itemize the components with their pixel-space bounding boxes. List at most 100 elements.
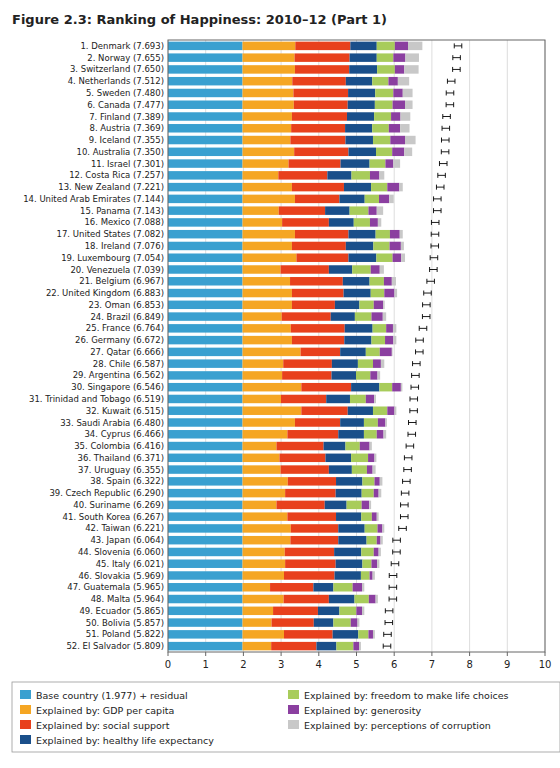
- bar-segment: [340, 418, 364, 426]
- bar-segment: [243, 512, 288, 520]
- bar-segment: [168, 195, 243, 203]
- bar-segment: [168, 630, 243, 638]
- tick-label: 1: [203, 659, 209, 670]
- category-label: 25. France (6.764): [86, 323, 164, 333]
- bar-segment: [370, 171, 379, 179]
- bar-segment: [401, 242, 404, 250]
- category-label: 29. Argentina (6.562): [73, 370, 164, 380]
- error-bar: [401, 491, 409, 496]
- tick-mark: [281, 652, 282, 656]
- bar-segment: [295, 65, 349, 73]
- bar-segment: [292, 183, 344, 191]
- bar-segment: [401, 253, 405, 261]
- bar-segment: [294, 148, 348, 156]
- category-label: 18. Ireland (7.076): [85, 241, 164, 251]
- bar-segment: [372, 512, 377, 520]
- error-bar: [404, 467, 412, 472]
- bar-segment: [356, 371, 370, 379]
- bar-segment: [168, 465, 243, 473]
- category-label: 37. Uruguay (6.355): [78, 465, 164, 475]
- bar-segment: [243, 336, 292, 344]
- bar-segment: [329, 595, 355, 603]
- error-bar: [406, 444, 414, 449]
- bar-segment: [243, 253, 297, 261]
- category-label: 8. Austria (7.369): [89, 123, 164, 133]
- bar-segment: [354, 218, 370, 226]
- bar-segment: [325, 501, 347, 509]
- bar-segment: [168, 642, 243, 650]
- series: [351, 42, 408, 651]
- bar-segment: [346, 77, 372, 85]
- category-label: 36. Thailand (6.371): [78, 453, 164, 463]
- bar-segment: [168, 171, 243, 179]
- bar-segment: [350, 53, 377, 61]
- bar-segment: [371, 183, 387, 191]
- series: [168, 42, 243, 651]
- tick-mark: [205, 652, 206, 656]
- bar-segment: [243, 136, 291, 144]
- tick-label: 6: [391, 659, 397, 670]
- bar-segment: [350, 42, 376, 50]
- bar-segment: [345, 124, 372, 132]
- bar-segment: [243, 301, 292, 309]
- bar-segment: [346, 242, 374, 250]
- bar-segment: [379, 489, 382, 497]
- bar-segment: [168, 536, 243, 544]
- bar-segment: [290, 136, 345, 144]
- series: [358, 42, 423, 651]
- bar-segment: [243, 430, 288, 438]
- category-label: 43. Japan (6.064): [90, 535, 164, 545]
- bar-segment: [400, 124, 409, 132]
- bar-segment: [392, 383, 401, 391]
- grid-line: [507, 40, 508, 652]
- bar-segment: [353, 642, 359, 650]
- bar-segment: [374, 477, 379, 485]
- error-bar: [431, 243, 439, 248]
- bar-segment: [383, 312, 386, 320]
- bar-segment: [362, 489, 374, 497]
- category-label: 22. United Kingdom (6.883): [46, 288, 164, 298]
- bar-segment: [373, 359, 381, 367]
- bar-segment: [243, 171, 279, 179]
- bar-segment: [243, 289, 292, 297]
- bar-segment: [243, 359, 284, 367]
- category-label: 1. Denmark (7.693): [80, 41, 164, 51]
- category-label: 19. Luxembourg (7.054): [61, 253, 164, 263]
- bar-segment: [168, 595, 243, 603]
- bar-segment: [352, 265, 370, 273]
- bar-segment: [384, 277, 392, 285]
- bar-segment: [294, 100, 348, 108]
- bar-segment: [349, 65, 377, 73]
- y-axis: 1. Denmark (7.693)2. Norway (7.655)3. Sw…: [23, 41, 164, 651]
- bar-segment: [243, 112, 292, 120]
- bar-segment: [292, 289, 344, 297]
- category-label: 46. Slovakia (5.969): [78, 571, 164, 581]
- bar-segment: [370, 277, 384, 285]
- bar-segment: [348, 406, 373, 414]
- error-bar: [410, 408, 418, 413]
- legend-swatch: [20, 705, 31, 714]
- error-bar: [393, 538, 401, 543]
- bar-segment: [379, 195, 389, 203]
- bar-segment: [285, 548, 334, 556]
- bar-segment: [301, 383, 351, 391]
- error-bar: [409, 420, 417, 425]
- category-label: 30. Singapore (6.546): [71, 382, 164, 392]
- bar-segment: [273, 607, 318, 615]
- bar-segment: [313, 583, 333, 591]
- bar-segment: [168, 289, 243, 297]
- bar-segment: [340, 348, 366, 356]
- bar-segment: [168, 583, 243, 591]
- bar-segment: [279, 454, 325, 462]
- category-label: 3. Switzerland (7.650): [70, 64, 164, 74]
- category-label: 39. Czech Republic (6.290): [49, 488, 164, 498]
- bar-segment: [243, 371, 283, 379]
- error-bar: [442, 126, 450, 131]
- legend-swatch: [20, 735, 31, 744]
- error-bar: [441, 149, 449, 154]
- error-bar: [430, 267, 438, 272]
- category-label: 41. South Korea (6.267): [63, 512, 164, 522]
- bar-segment: [356, 607, 362, 615]
- bar-segment: [395, 42, 408, 50]
- bar-segment: [243, 548, 285, 556]
